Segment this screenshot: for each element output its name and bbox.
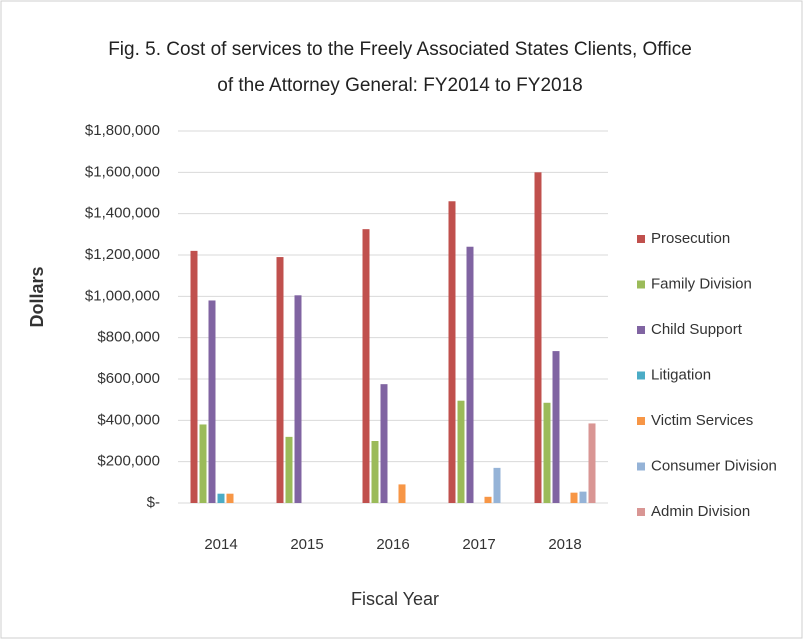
bar — [534, 172, 542, 504]
bar — [398, 484, 406, 503]
legend-label: Victim Services — [651, 412, 753, 429]
y-tick-label: $600,000 — [97, 370, 160, 387]
bar — [190, 250, 198, 503]
bar — [493, 467, 501, 503]
y-tick-label: $800,000 — [97, 329, 160, 346]
bar — [285, 436, 293, 503]
legend-swatch — [637, 508, 645, 516]
chart-title: of the Attorney General: FY2014 to FY201… — [217, 75, 582, 96]
bar — [217, 493, 225, 503]
legend-label: Prosecution — [651, 230, 730, 247]
legend-swatch — [637, 280, 645, 289]
y-tick-label: $1,800,000 — [85, 122, 160, 139]
bar — [448, 201, 456, 503]
x-tick-label: 2017 — [462, 536, 495, 553]
bar — [484, 496, 492, 503]
x-tick-label: 2014 — [204, 536, 237, 553]
legend-label: Consumer Division — [651, 457, 777, 474]
y-tick-label: $1,200,000 — [85, 246, 160, 263]
legend-label: Family Division — [651, 275, 752, 292]
bar — [457, 400, 465, 503]
bar — [276, 257, 284, 503]
legend-label: Child Support — [651, 321, 743, 338]
bar — [570, 492, 578, 503]
y-tick-label: $- — [147, 494, 160, 511]
y-tick-label: $1,400,000 — [85, 205, 160, 222]
x-tick-label: 2016 — [376, 536, 409, 553]
y-tick-label: $400,000 — [97, 411, 160, 428]
bar — [466, 246, 474, 503]
bar — [552, 351, 560, 503]
y-axis-label: Dollars — [27, 266, 47, 327]
legend-label: Litigation — [651, 366, 711, 383]
x-tick-label: 2015 — [290, 536, 323, 553]
bar — [588, 423, 596, 503]
bar — [543, 402, 551, 503]
legend-swatch — [637, 235, 645, 243]
bar — [199, 424, 207, 503]
y-tick-label: $1,600,000 — [85, 163, 160, 180]
bar — [226, 493, 234, 503]
bar — [208, 300, 216, 503]
bar — [294, 295, 302, 503]
chart-title: Fig. 5. Cost of services to the Freely A… — [108, 39, 692, 60]
x-tick-label: 2018 — [548, 536, 581, 553]
legend-swatch — [637, 462, 645, 471]
legend-swatch — [637, 371, 645, 380]
bar — [371, 441, 379, 503]
bar — [362, 229, 370, 503]
y-tick-label: $200,000 — [97, 453, 160, 470]
bar — [380, 384, 388, 503]
legend-swatch — [637, 326, 645, 334]
legend-label: Admin Division — [651, 503, 750, 520]
legend-swatch — [637, 417, 645, 425]
bar — [579, 491, 587, 503]
x-axis-label: Fiscal Year — [351, 589, 439, 609]
y-tick-label: $1,000,000 — [85, 287, 160, 304]
